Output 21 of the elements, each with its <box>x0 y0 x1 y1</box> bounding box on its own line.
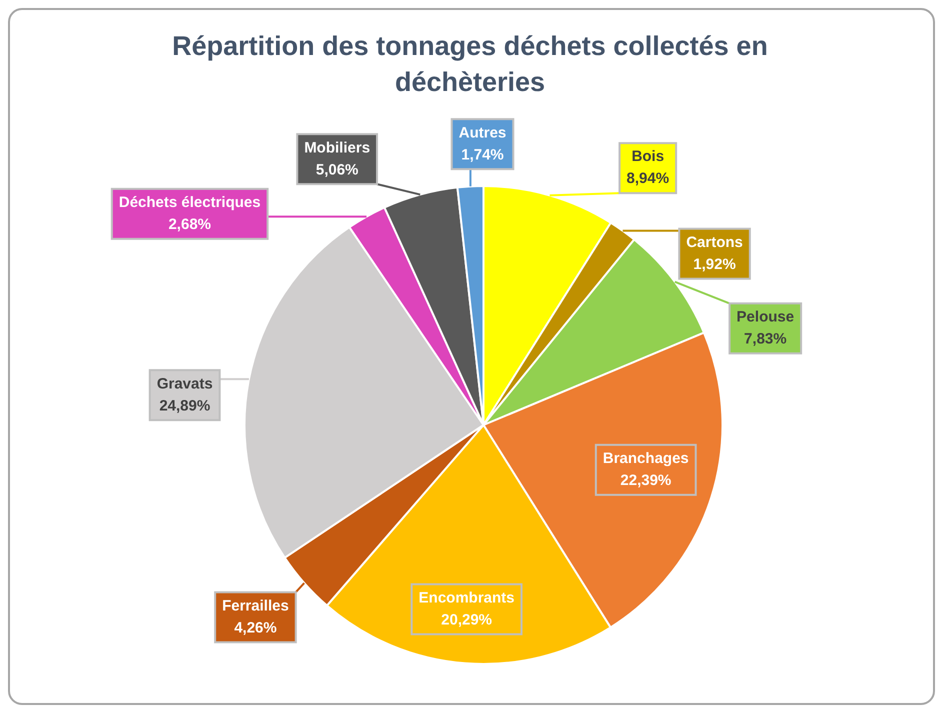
data-label: 8,94% <box>626 170 670 188</box>
slice-label: Ferrailles <box>222 597 289 614</box>
slice-label: Gravats <box>156 375 213 392</box>
data-label: 20,29% <box>441 611 492 628</box>
data-label: 2,68% <box>168 216 212 234</box>
slice-label: Branchages <box>602 450 689 467</box>
data-label: 22,39% <box>620 472 672 489</box>
slice-label: Déchets électriques <box>118 194 261 212</box>
data-label: 24,89% <box>159 397 210 414</box>
slice-label: Encombrants <box>418 589 514 606</box>
slice-label: Autres <box>458 124 506 142</box>
data-label: 1,74% <box>461 146 504 164</box>
chart-title: Répartition des tonnages déchets collectés en déchèteries <box>171 30 769 99</box>
data-label: 4,26% <box>234 619 277 636</box>
data-label: 5,06% <box>316 161 358 178</box>
slice-label: Pelouse <box>736 308 794 326</box>
data-label: 7,83% <box>744 330 787 348</box>
data-label: 1,92% <box>693 256 736 273</box>
slice-label: Mobiliers <box>304 139 370 156</box>
slice-label: Bois <box>632 148 664 166</box>
slice-label: Cartons <box>686 234 743 251</box>
